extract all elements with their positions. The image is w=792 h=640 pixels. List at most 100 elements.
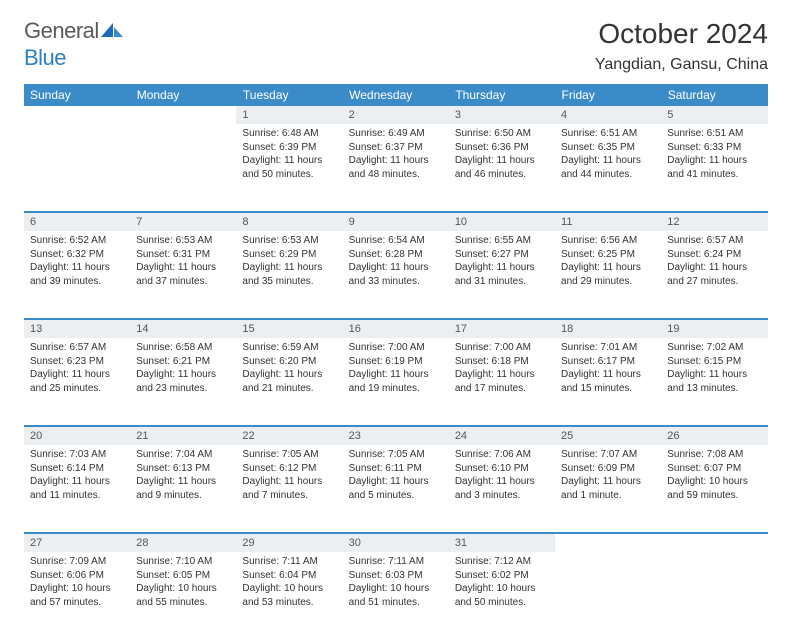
sunrise-text: Sunrise: 6:49 AM bbox=[349, 128, 425, 139]
sunset-text: Sunset: 6:05 PM bbox=[136, 570, 210, 581]
daylight-text: Daylight: 11 hours and 21 minutes. bbox=[242, 369, 322, 394]
day-number-cell bbox=[130, 106, 236, 124]
logo-text: General Blue bbox=[24, 18, 123, 71]
day-content-cell bbox=[24, 124, 130, 212]
sunset-text: Sunset: 6:11 PM bbox=[349, 463, 422, 474]
sunrise-text: Sunrise: 6:56 AM bbox=[561, 235, 637, 246]
day-details: Sunrise: 7:06 AMSunset: 6:10 PMDaylight:… bbox=[449, 445, 555, 508]
day-number-cell: 1 bbox=[236, 106, 342, 124]
daylight-text: Daylight: 11 hours and 7 minutes. bbox=[242, 476, 322, 501]
day-number-row: 6789101112 bbox=[24, 212, 768, 231]
day-number: 4 bbox=[555, 106, 661, 124]
day-content-cell: Sunrise: 7:00 AMSunset: 6:19 PMDaylight:… bbox=[343, 338, 449, 426]
sunset-text: Sunset: 6:23 PM bbox=[30, 356, 104, 367]
day-number-cell: 17 bbox=[449, 319, 555, 338]
day-details: Sunrise: 6:53 AMSunset: 6:29 PMDaylight:… bbox=[236, 231, 342, 294]
daylight-text: Daylight: 11 hours and 15 minutes. bbox=[561, 369, 641, 394]
day-number: 7 bbox=[130, 213, 236, 231]
day-content-cell: Sunrise: 6:55 AMSunset: 6:27 PMDaylight:… bbox=[449, 231, 555, 319]
location-text: Yangdian, Gansu, China bbox=[595, 56, 768, 74]
day-details: Sunrise: 6:48 AMSunset: 6:39 PMDaylight:… bbox=[236, 124, 342, 187]
day-number: 21 bbox=[130, 427, 236, 445]
day-number: 16 bbox=[343, 320, 449, 338]
day-content-cell: Sunrise: 6:54 AMSunset: 6:28 PMDaylight:… bbox=[343, 231, 449, 319]
day-details: Sunrise: 6:55 AMSunset: 6:27 PMDaylight:… bbox=[449, 231, 555, 294]
sunset-text: Sunset: 6:12 PM bbox=[242, 463, 316, 474]
logo: General Blue bbox=[24, 18, 123, 71]
sunset-text: Sunset: 6:39 PM bbox=[242, 142, 316, 153]
weekday-heading: Tuesday bbox=[236, 84, 342, 106]
day-content-cell: Sunrise: 7:04 AMSunset: 6:13 PMDaylight:… bbox=[130, 445, 236, 533]
daylight-text: Daylight: 11 hours and 44 minutes. bbox=[561, 155, 641, 180]
sunset-text: Sunset: 6:20 PM bbox=[242, 356, 316, 367]
sunset-text: Sunset: 6:17 PM bbox=[561, 356, 635, 367]
sunrise-text: Sunrise: 6:54 AM bbox=[349, 235, 425, 246]
day-number bbox=[130, 106, 236, 124]
day-number bbox=[661, 534, 767, 552]
sunrise-text: Sunrise: 7:11 AM bbox=[242, 556, 317, 567]
day-details: Sunrise: 7:02 AMSunset: 6:15 PMDaylight:… bbox=[661, 338, 767, 401]
day-content-cell: Sunrise: 7:03 AMSunset: 6:14 PMDaylight:… bbox=[24, 445, 130, 533]
sunset-text: Sunset: 6:10 PM bbox=[455, 463, 529, 474]
day-number-cell: 15 bbox=[236, 319, 342, 338]
day-number: 12 bbox=[661, 213, 767, 231]
sunrise-text: Sunrise: 6:52 AM bbox=[30, 235, 106, 246]
sunset-text: Sunset: 6:36 PM bbox=[455, 142, 529, 153]
day-number-cell: 6 bbox=[24, 212, 130, 231]
day-content-cell bbox=[555, 552, 661, 640]
sunrise-text: Sunrise: 6:57 AM bbox=[30, 342, 106, 353]
day-content-cell: Sunrise: 7:06 AMSunset: 6:10 PMDaylight:… bbox=[449, 445, 555, 533]
daylight-text: Daylight: 11 hours and 9 minutes. bbox=[136, 476, 216, 501]
sunrise-text: Sunrise: 7:11 AM bbox=[349, 556, 424, 567]
day-number-cell: 31 bbox=[449, 533, 555, 552]
day-number-row: 2728293031 bbox=[24, 533, 768, 552]
day-number-cell: 7 bbox=[130, 212, 236, 231]
day-details: Sunrise: 7:00 AMSunset: 6:19 PMDaylight:… bbox=[343, 338, 449, 401]
day-content-cell: Sunrise: 6:52 AMSunset: 6:32 PMDaylight:… bbox=[24, 231, 130, 319]
header: General Blue October 2024 Yangdian, Gans… bbox=[24, 18, 768, 74]
day-details: Sunrise: 7:00 AMSunset: 6:18 PMDaylight:… bbox=[449, 338, 555, 401]
sunrise-text: Sunrise: 7:12 AM bbox=[455, 556, 531, 567]
page-title: October 2024 bbox=[595, 18, 768, 50]
sunrise-text: Sunrise: 6:51 AM bbox=[561, 128, 637, 139]
day-details: Sunrise: 6:58 AMSunset: 6:21 PMDaylight:… bbox=[130, 338, 236, 401]
weekday-heading: Friday bbox=[555, 84, 661, 106]
day-content-cell: Sunrise: 7:02 AMSunset: 6:15 PMDaylight:… bbox=[661, 338, 767, 426]
day-content-cell: Sunrise: 6:53 AMSunset: 6:29 PMDaylight:… bbox=[236, 231, 342, 319]
day-number: 13 bbox=[24, 320, 130, 338]
day-content-cell bbox=[661, 552, 767, 640]
day-content-row: Sunrise: 6:57 AM Sunset: 6:23 PM Daylight:… bbox=[24, 338, 768, 426]
day-number-cell: 26 bbox=[661, 426, 767, 445]
day-number: 14 bbox=[130, 320, 236, 338]
day-number-cell: 28 bbox=[130, 533, 236, 552]
day-number: 26 bbox=[661, 427, 767, 445]
daylight-text: Daylight: 11 hours and 29 minutes. bbox=[561, 262, 641, 287]
day-content-cell: Sunrise: 6:50 AMSunset: 6:36 PMDaylight:… bbox=[449, 124, 555, 212]
day-number-cell: 23 bbox=[343, 426, 449, 445]
day-number-cell: 21 bbox=[130, 426, 236, 445]
day-content-row: Sunrise: 6:52 AMSunset: 6:32 PMDaylight:… bbox=[24, 231, 768, 319]
day-details: Sunrise: 6:57 AMSunset: 6:24 PMDaylight:… bbox=[661, 231, 767, 294]
day-content-cell: Sunrise: 7:08 AMSunset: 6:07 PMDaylight:… bbox=[661, 445, 767, 533]
day-content-cell: Sunrise: 7:05 AMSunset: 6:12 PMDaylight:… bbox=[236, 445, 342, 533]
sunset-text: Sunset: 6:35 PM bbox=[561, 142, 635, 153]
weekday-heading: Saturday bbox=[661, 84, 767, 106]
day-number-cell: 30 bbox=[343, 533, 449, 552]
day-number-cell: 12 bbox=[661, 212, 767, 231]
day-content-cell: Sunrise: 7:00 AMSunset: 6:18 PMDaylight:… bbox=[449, 338, 555, 426]
sunrise-text: Sunrise: 6:57 AM bbox=[667, 235, 743, 246]
day-details: Sunrise: 6:53 AMSunset: 6:31 PMDaylight:… bbox=[130, 231, 236, 294]
day-details: Sunrise: 6:54 AMSunset: 6:28 PMDaylight:… bbox=[343, 231, 449, 294]
sunset-text: Sunset: 6:37 PM bbox=[349, 142, 423, 153]
day-number-row: 20212223242526 bbox=[24, 426, 768, 445]
daylight-text: Daylight: 11 hours and 35 minutes. bbox=[242, 262, 322, 287]
sunset-text: Sunset: 6:18 PM bbox=[455, 356, 529, 367]
sunset-text: Sunset: 6:09 PM bbox=[561, 463, 635, 474]
daylight-text: Daylight: 10 hours and 57 minutes. bbox=[30, 583, 111, 608]
day-number: 29 bbox=[236, 534, 342, 552]
day-content-cell: Sunrise: 6:58 AMSunset: 6:21 PMDaylight:… bbox=[130, 338, 236, 426]
weekday-header-row: Sunday Monday Tuesday Wednesday Thursday… bbox=[24, 84, 768, 106]
daylight-text: Daylight: 11 hours and 5 minutes. bbox=[349, 476, 429, 501]
daylight-text: Daylight: 10 hours and 55 minutes. bbox=[136, 583, 217, 608]
sunset-text: Sunset: 6:31 PM bbox=[136, 249, 210, 260]
